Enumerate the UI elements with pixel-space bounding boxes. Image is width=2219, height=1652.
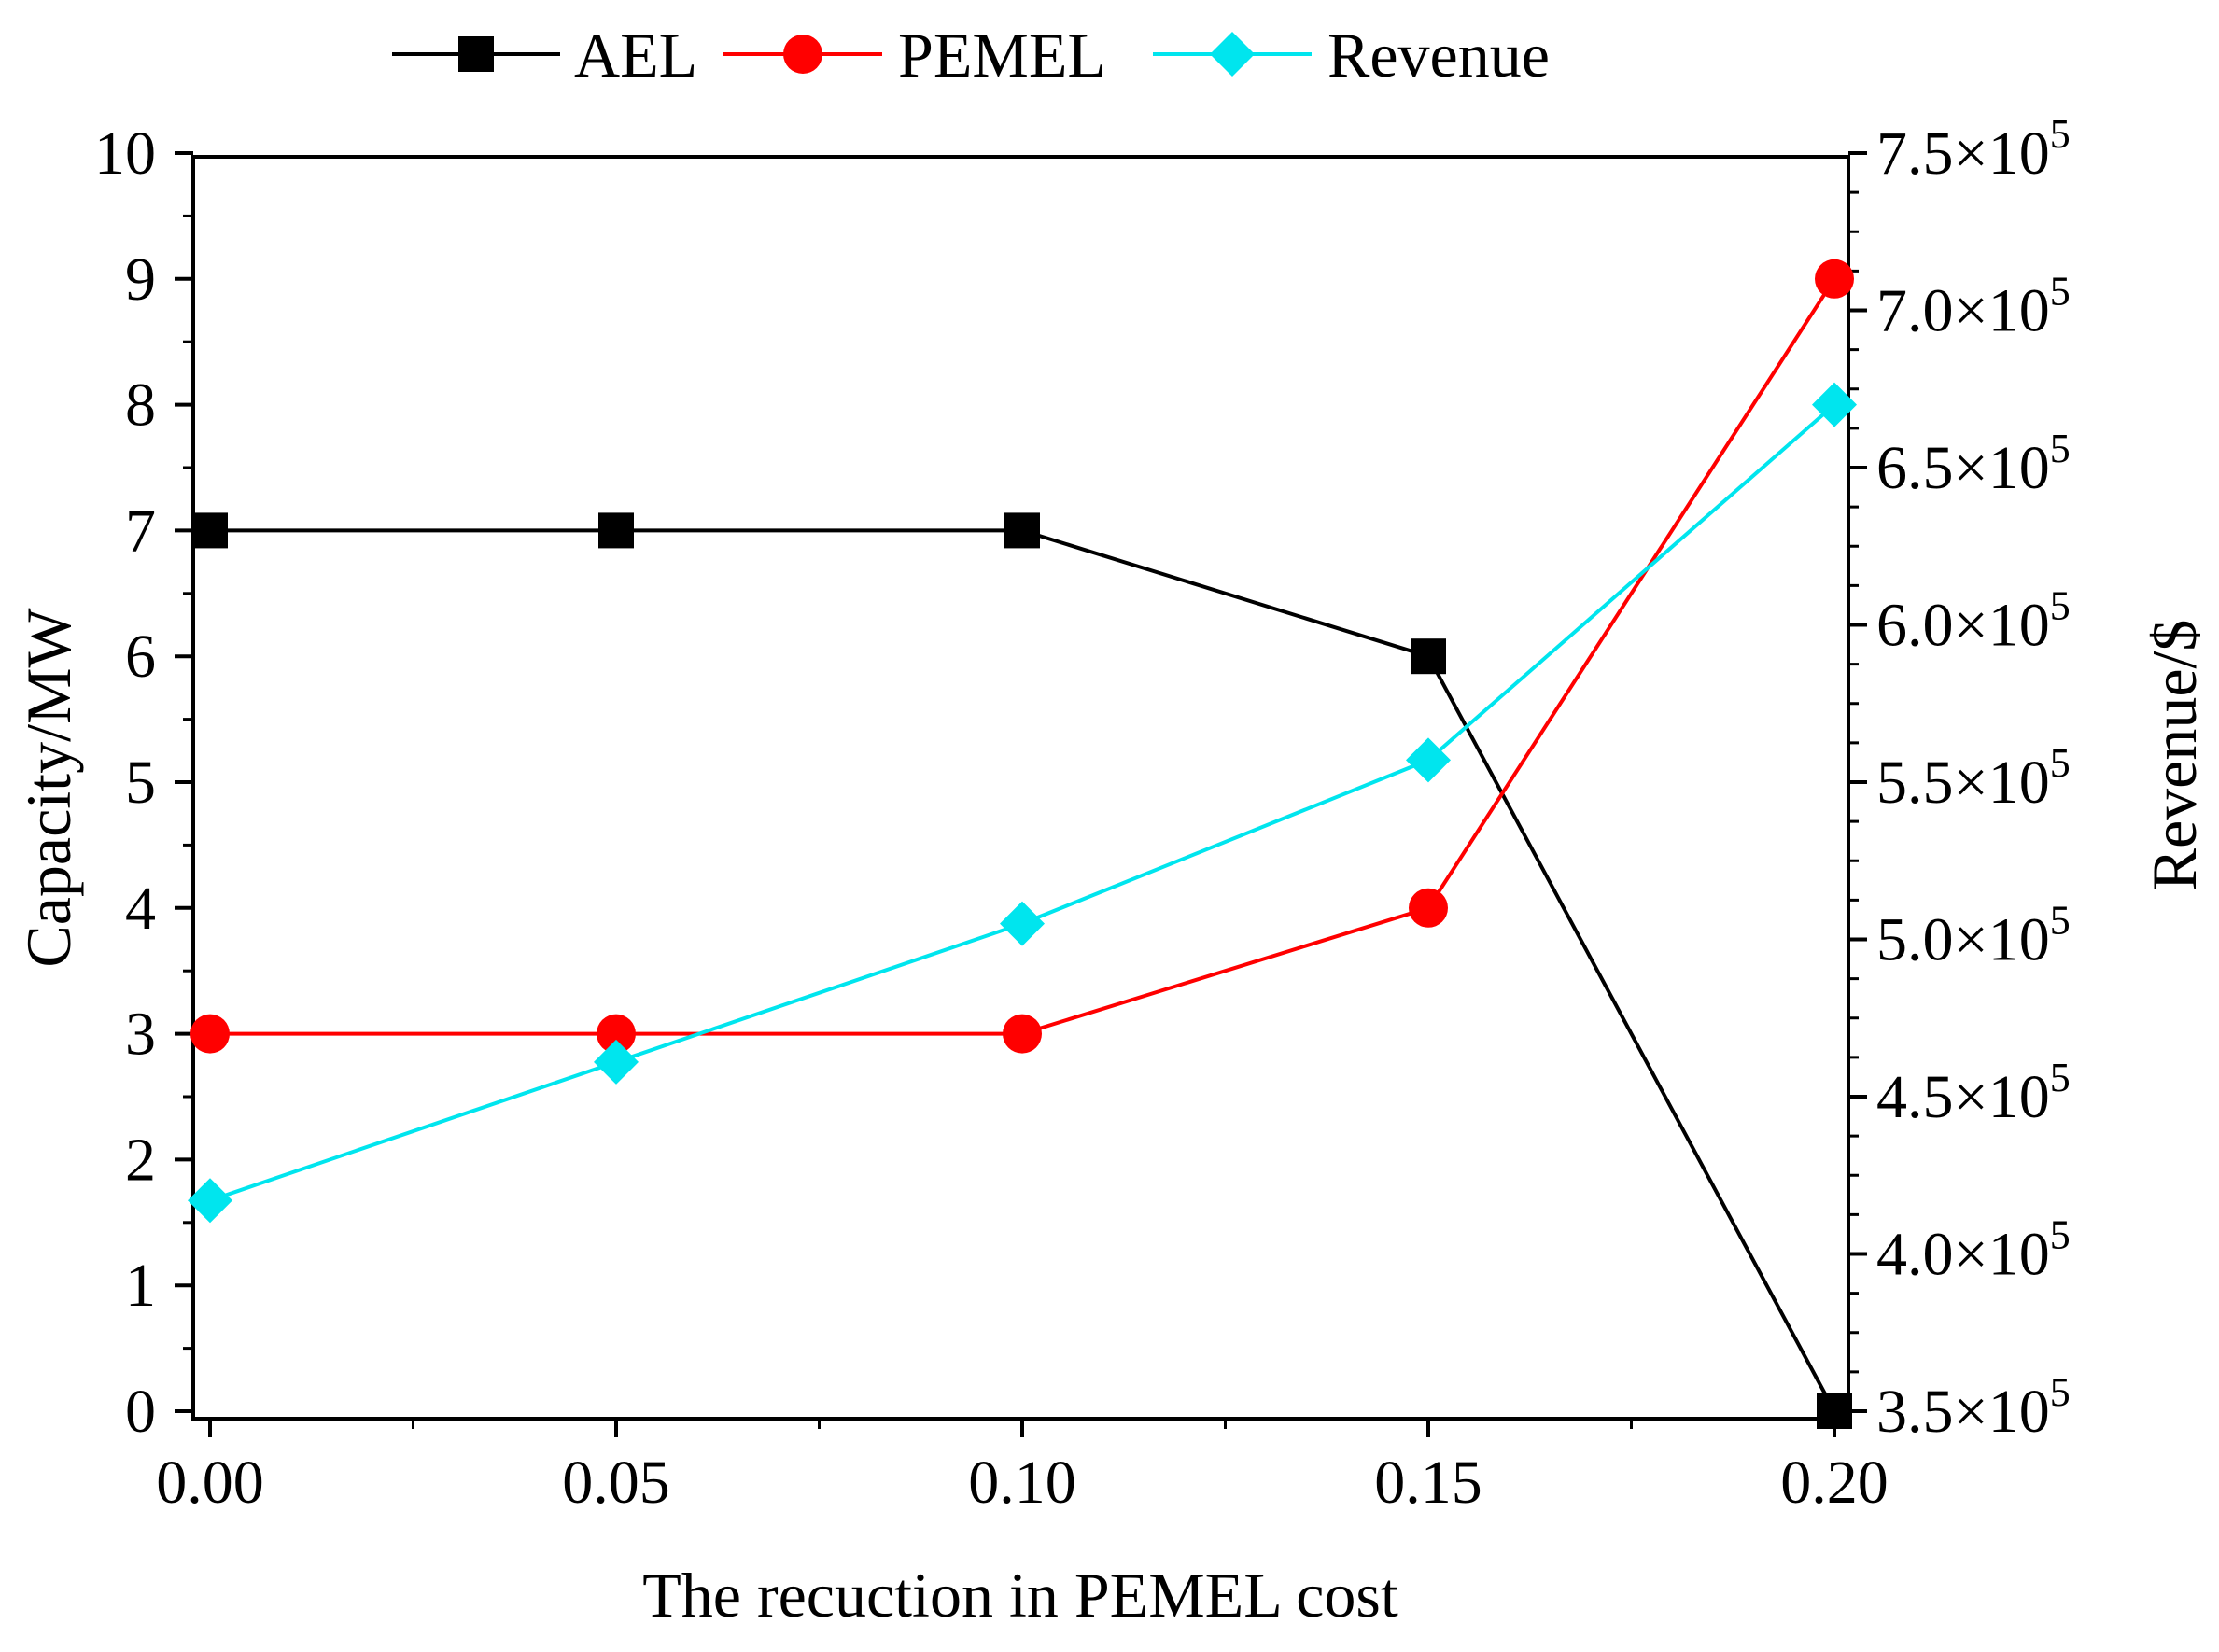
y-left-tick-label: 7 <box>125 497 156 565</box>
series-revenue <box>188 382 1857 1224</box>
y-axis-right: 3.5×105 4.0×105 4.5×105 5.0×105 5.5×105 6.0×1… <box>1848 111 2071 1446</box>
legend-entry-ael: AEL <box>392 20 697 91</box>
data-point-ael <box>598 512 634 549</box>
data-point-revenue <box>594 1039 639 1085</box>
data-point-revenue <box>1000 901 1045 946</box>
x-tick-label: 0.00 <box>156 1449 264 1517</box>
data-point-pemel <box>1003 1014 1042 1054</box>
legend-label: AEL <box>574 20 697 91</box>
x-axis-title: The recuction in PEMEL cost <box>642 1560 1398 1631</box>
legend: AEL PEMEL Revenue <box>392 20 1550 91</box>
legend-marker <box>458 36 494 72</box>
y-right-tick-label: 5.5×105 <box>1876 740 2071 817</box>
y-axis-right-title: Revenue/$ <box>2139 620 2210 891</box>
series-ael <box>192 512 1852 1429</box>
y-left-tick-label: 6 <box>125 623 156 691</box>
y-left-tick-label: 8 <box>125 371 156 440</box>
y-left-tick-label: 3 <box>125 1001 156 1069</box>
data-point-pemel <box>1409 888 1448 928</box>
x-tick-label: 0.05 <box>562 1449 670 1517</box>
series-pemel <box>190 259 1854 1054</box>
data-point-ael <box>192 512 228 549</box>
data-point-revenue <box>1812 382 1857 427</box>
data-point-revenue <box>188 1178 232 1224</box>
y-right-tick-label: 7.5×105 <box>1876 111 2071 188</box>
y-left-tick-label: 0 <box>125 1378 156 1446</box>
y-right-tick-label: 7.0×105 <box>1876 269 2071 345</box>
y-left-tick-label: 5 <box>125 749 156 817</box>
y-right-tick-label: 3.5×105 <box>1876 1369 2071 1446</box>
y-left-tick-label: 4 <box>125 875 156 943</box>
data-point-pemel <box>597 1014 636 1054</box>
series-line-ael <box>210 528 1836 1412</box>
data-point-ael <box>1817 1393 1852 1429</box>
data-point-revenue <box>1406 737 1451 783</box>
y-axis-left-title: Capacity/MW <box>13 608 84 968</box>
plot-frame <box>191 155 1850 1421</box>
x-tick-label: 0.20 <box>1780 1449 1889 1517</box>
y-left-tick-label: 10 <box>94 119 156 188</box>
data-point-ael <box>1004 512 1040 549</box>
data-point-pemel <box>190 1014 230 1054</box>
legend-marker <box>1210 32 1255 77</box>
legend-entry-revenue: Revenue <box>1153 20 1550 91</box>
series-layer <box>188 259 1857 1429</box>
x-tick-label: 0.15 <box>1374 1449 1482 1517</box>
x-tick-label: 0.10 <box>968 1449 1076 1517</box>
legend-marker <box>783 35 822 74</box>
y-left-tick-label: 9 <box>125 245 156 314</box>
y-left-tick-label: 2 <box>125 1126 156 1194</box>
y-right-tick-label: 4.0×105 <box>1876 1212 2071 1289</box>
y-right-tick-label: 6.5×105 <box>1876 426 2071 502</box>
data-point-ael <box>1411 638 1446 675</box>
y-right-tick-label: 5.0×105 <box>1876 898 2071 974</box>
legend-label: Revenue <box>1327 20 1550 91</box>
legend-label: PEMEL <box>898 20 1106 91</box>
y-right-tick-label: 6.0×105 <box>1876 583 2071 660</box>
legend-entry-pemel: PEMEL <box>723 20 1106 91</box>
data-point-pemel <box>1815 259 1854 299</box>
x-axis: 0.00 0.05 0.10 0.15 0.20 <box>156 1419 1889 1517</box>
y-axis-left: 0 1 2 3 4 5 6 7 8 9 10 <box>94 119 193 1446</box>
y-right-tick-label: 4.5×105 <box>1876 1055 2071 1131</box>
y-left-tick-label: 1 <box>125 1252 156 1320</box>
